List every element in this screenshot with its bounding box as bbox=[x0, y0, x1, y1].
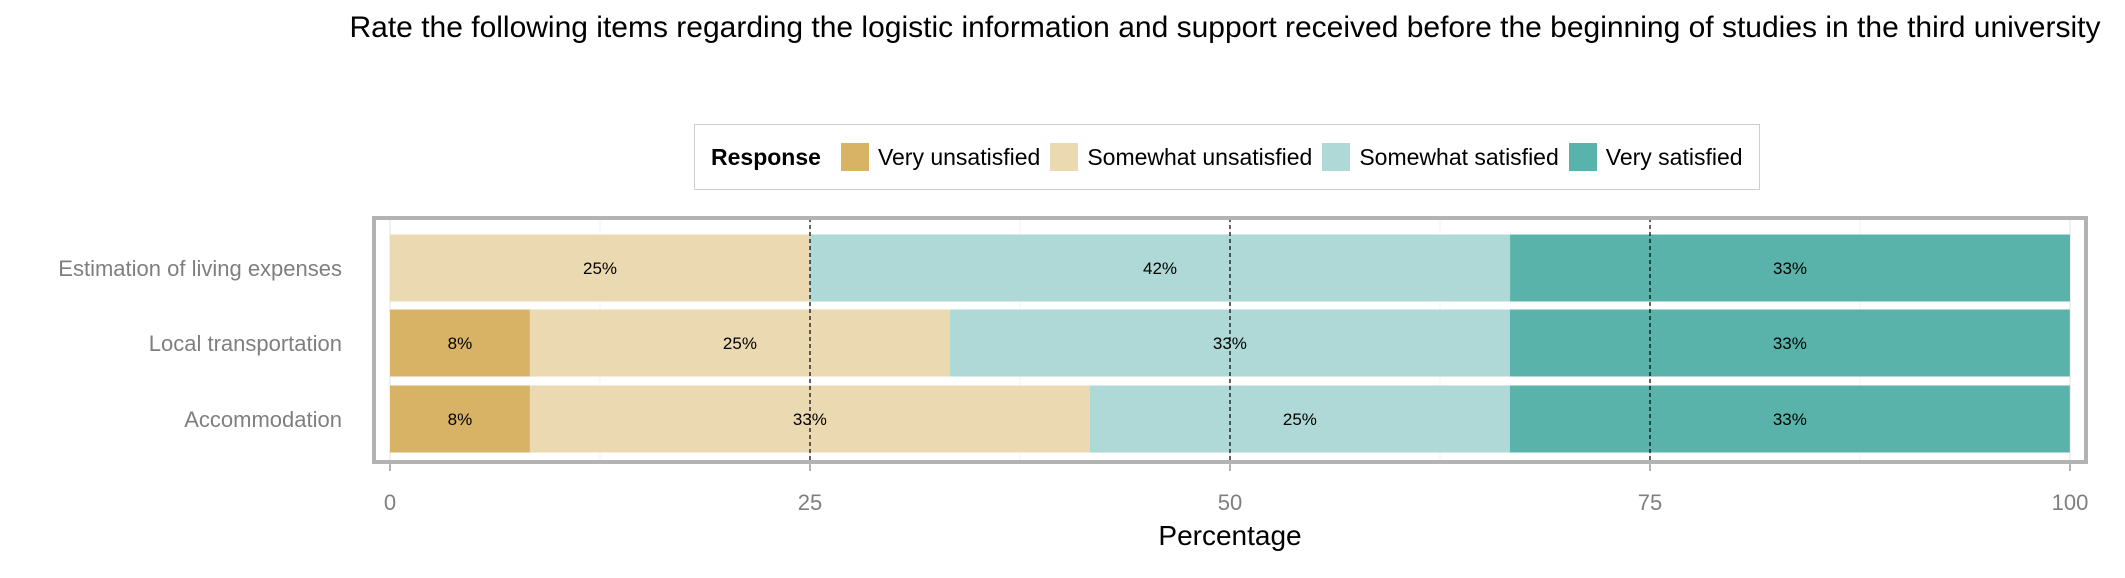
x-tick-label: 0 bbox=[384, 490, 396, 515]
x-tick-label: 75 bbox=[1638, 490, 1662, 515]
y-tick-label: Local transportation bbox=[149, 331, 342, 356]
legend: Response Very unsatisfied Somewhat unsat… bbox=[694, 124, 1760, 190]
data-label: 33% bbox=[1213, 334, 1247, 353]
data-label: 25% bbox=[1283, 410, 1317, 429]
data-label: 25% bbox=[583, 259, 617, 278]
x-axis-title: Percentage bbox=[1158, 520, 1301, 551]
chart-title: Rate the following items regarding the l… bbox=[349, 11, 2101, 44]
x-tick-label: 100 bbox=[2052, 490, 2089, 515]
legend-item-somewhat-unsatisfied: Somewhat unsatisfied bbox=[1050, 143, 1312, 171]
bar-segment bbox=[529, 309, 950, 377]
data-label: 42% bbox=[1143, 259, 1177, 278]
bar-segment bbox=[390, 309, 530, 377]
legend-swatch bbox=[1050, 143, 1079, 171]
legend-label: Very satisfied bbox=[1605, 143, 1743, 170]
bar-segment bbox=[1510, 234, 2070, 302]
data-label: 33% bbox=[1773, 334, 1807, 353]
legend-label: Somewhat unsatisfied bbox=[1087, 143, 1313, 170]
plot-border bbox=[372, 216, 2088, 464]
legend-item-very-satisfied: Very satisfied bbox=[1568, 143, 1743, 171]
legend-item-very-unsatisfied: Very unsatisfied bbox=[840, 143, 1041, 171]
data-label: 25% bbox=[723, 334, 757, 353]
x-tick-label: 25 bbox=[798, 490, 822, 515]
y-tick-label: Accommodation bbox=[184, 407, 342, 432]
legend-swatch bbox=[840, 143, 869, 171]
legend-swatch bbox=[1568, 143, 1597, 171]
data-label: 8% bbox=[448, 334, 473, 353]
bar-segment bbox=[390, 385, 530, 453]
data-label: 8% bbox=[448, 410, 473, 429]
legend-label: Very unsatisfied bbox=[877, 143, 1041, 170]
bar-segment bbox=[810, 234, 1511, 302]
legend-swatch bbox=[1322, 143, 1351, 171]
bar-segment bbox=[1089, 385, 1510, 453]
x-tick-label: 50 bbox=[1218, 490, 1242, 515]
legend-item-somewhat-satisfied: Somewhat satisfied bbox=[1322, 143, 1559, 171]
bar-segment bbox=[1509, 309, 2070, 377]
y-tick-label: Estimation of living expenses bbox=[58, 256, 342, 281]
bar-segment bbox=[390, 234, 810, 302]
data-label: 33% bbox=[1773, 259, 1807, 278]
legend-title: Response bbox=[711, 143, 821, 170]
data-label: 33% bbox=[793, 410, 827, 429]
bar-segment bbox=[1509, 385, 2070, 453]
data-label: 33% bbox=[1773, 410, 1807, 429]
legend-label: Somewhat satisfied bbox=[1359, 143, 1559, 170]
